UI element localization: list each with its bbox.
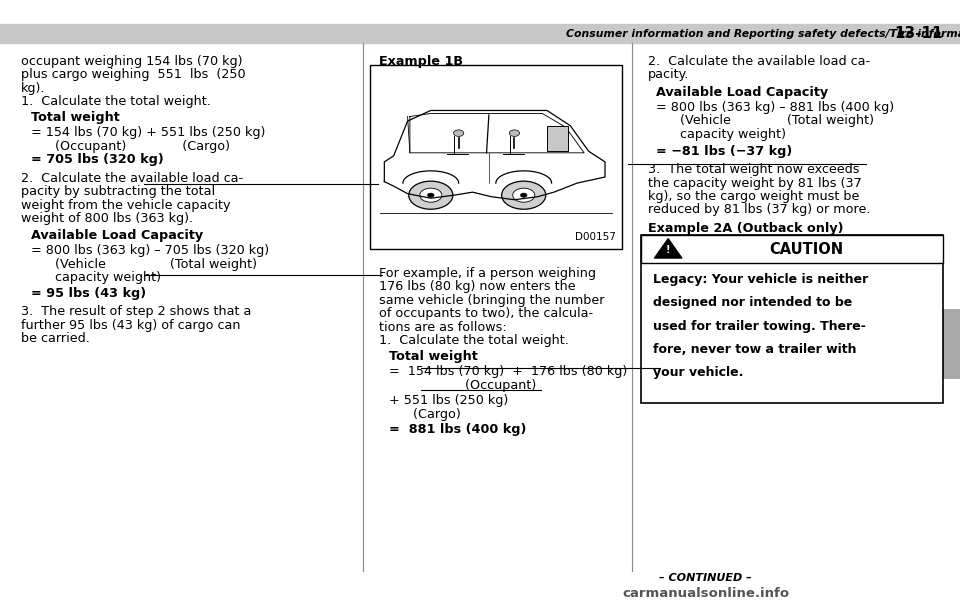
Text: CAUTION: CAUTION bbox=[769, 242, 844, 257]
Text: 176 lbs (80 kg) now enters the: 176 lbs (80 kg) now enters the bbox=[379, 280, 576, 293]
Text: further 95 lbs (43 kg) of cargo can: further 95 lbs (43 kg) of cargo can bbox=[21, 319, 241, 332]
Circle shape bbox=[510, 130, 519, 136]
Text: of occupants to two), the calcula-: of occupants to two), the calcula- bbox=[379, 307, 593, 320]
Bar bbox=[937, 309, 960, 379]
Text: plus cargo weighing  551  lbs  (250: plus cargo weighing 551 lbs (250 bbox=[21, 68, 246, 81]
Text: kg).: kg). bbox=[21, 82, 46, 95]
Text: Example 1B: Example 1B bbox=[379, 55, 464, 68]
Bar bbox=[370, 65, 622, 249]
Text: pacity.: pacity. bbox=[648, 68, 689, 81]
Bar bbox=[0, 24, 960, 43]
Circle shape bbox=[520, 193, 527, 197]
Circle shape bbox=[420, 188, 442, 202]
Circle shape bbox=[427, 193, 434, 197]
Text: 2.  Calculate the available load ca-: 2. Calculate the available load ca- bbox=[21, 172, 243, 185]
Text: reduced by 81 lbs (37 kg) or more.: reduced by 81 lbs (37 kg) or more. bbox=[648, 203, 871, 216]
Text: 2.  Calculate the available load ca-: 2. Calculate the available load ca- bbox=[648, 55, 870, 68]
Text: tions are as follows:: tions are as follows: bbox=[379, 321, 507, 334]
Text: the capacity weight by 81 lbs (37: the capacity weight by 81 lbs (37 bbox=[648, 177, 862, 189]
Text: 3.  The result of step 2 shows that a: 3. The result of step 2 shows that a bbox=[21, 306, 252, 318]
Text: designed nor intended to be: designed nor intended to be bbox=[653, 296, 852, 309]
Text: occupant weighing 154 lbs (70 kg): occupant weighing 154 lbs (70 kg) bbox=[21, 55, 243, 68]
Text: be carried.: be carried. bbox=[21, 332, 90, 345]
Text: 1.  Calculate the total weight.: 1. Calculate the total weight. bbox=[21, 95, 211, 108]
Bar bbox=[547, 126, 568, 152]
Text: weight from the vehicle capacity: weight from the vehicle capacity bbox=[21, 199, 230, 211]
Text: D00157: D00157 bbox=[575, 232, 616, 242]
Text: + 551 lbs (250 kg): + 551 lbs (250 kg) bbox=[389, 394, 508, 407]
Text: fore, never tow a trailer with: fore, never tow a trailer with bbox=[653, 343, 856, 356]
Text: – CONTINUED –: – CONTINUED – bbox=[660, 573, 752, 583]
Text: 13-11: 13-11 bbox=[894, 26, 943, 41]
Bar bbox=[641, 235, 943, 403]
Text: pacity by subtracting the total: pacity by subtracting the total bbox=[21, 185, 215, 198]
Text: capacity weight): capacity weight) bbox=[656, 128, 785, 141]
Text: = −81 lbs (−37 kg): = −81 lbs (−37 kg) bbox=[656, 145, 792, 158]
Text: = 95 lbs (43 kg): = 95 lbs (43 kg) bbox=[31, 287, 146, 300]
Circle shape bbox=[502, 181, 546, 209]
Bar bbox=[641, 235, 943, 263]
Text: your vehicle.: your vehicle. bbox=[653, 366, 743, 379]
Text: Legacy: Your vehicle is neither: Legacy: Your vehicle is neither bbox=[653, 273, 868, 286]
Text: =  154 lbs (70 kg)  +  176 lbs (80 kg): = 154 lbs (70 kg) + 176 lbs (80 kg) bbox=[389, 365, 627, 378]
Polygon shape bbox=[655, 238, 682, 258]
Text: Available Load Capacity: Available Load Capacity bbox=[31, 229, 203, 242]
Text: !: ! bbox=[666, 245, 670, 255]
Text: (Cargo): (Cargo) bbox=[389, 408, 461, 420]
Circle shape bbox=[453, 130, 464, 136]
Text: = 154 lbs (70 kg) + 551 lbs (250 kg): = 154 lbs (70 kg) + 551 lbs (250 kg) bbox=[31, 126, 265, 139]
Text: capacity weight): capacity weight) bbox=[31, 271, 160, 284]
Text: weight of 800 lbs (363 kg).: weight of 800 lbs (363 kg). bbox=[21, 212, 193, 225]
Text: Total weight: Total weight bbox=[31, 111, 119, 124]
Text: = 800 lbs (363 kg) – 705 lbs (320 kg): = 800 lbs (363 kg) – 705 lbs (320 kg) bbox=[31, 244, 269, 257]
Text: Example 2A (Outback only): Example 2A (Outback only) bbox=[648, 222, 844, 235]
Circle shape bbox=[513, 188, 535, 202]
Text: Consumer information and Reporting safety defects/Tire information: Consumer information and Reporting safet… bbox=[566, 29, 960, 38]
Text: (Occupant): (Occupant) bbox=[389, 379, 536, 392]
Text: = 800 lbs (363 kg) – 881 lbs (400 kg): = 800 lbs (363 kg) – 881 lbs (400 kg) bbox=[656, 101, 894, 114]
Text: (Occupant)              (Cargo): (Occupant) (Cargo) bbox=[31, 140, 229, 153]
Text: 3.  The total weight now exceeds: 3. The total weight now exceeds bbox=[648, 163, 859, 176]
Text: (Vehicle                (Total weight): (Vehicle (Total weight) bbox=[31, 258, 256, 271]
Text: carmanualsonline.info: carmanualsonline.info bbox=[622, 587, 789, 600]
Circle shape bbox=[409, 181, 453, 209]
Text: For example, if a person weighing: For example, if a person weighing bbox=[379, 267, 596, 280]
Text: 1.  Calculate the total weight.: 1. Calculate the total weight. bbox=[379, 334, 569, 347]
Text: =  881 lbs (400 kg): = 881 lbs (400 kg) bbox=[389, 423, 526, 436]
Text: kg), so the cargo weight must be: kg), so the cargo weight must be bbox=[648, 190, 859, 203]
Text: Total weight: Total weight bbox=[389, 350, 477, 363]
Text: (Vehicle              (Total weight): (Vehicle (Total weight) bbox=[656, 114, 874, 127]
Text: used for trailer towing. There-: used for trailer towing. There- bbox=[653, 320, 866, 332]
Text: = 705 lbs (320 kg): = 705 lbs (320 kg) bbox=[31, 153, 163, 166]
Text: same vehicle (bringing the number: same vehicle (bringing the number bbox=[379, 294, 605, 307]
Text: Available Load Capacity: Available Load Capacity bbox=[656, 86, 828, 98]
